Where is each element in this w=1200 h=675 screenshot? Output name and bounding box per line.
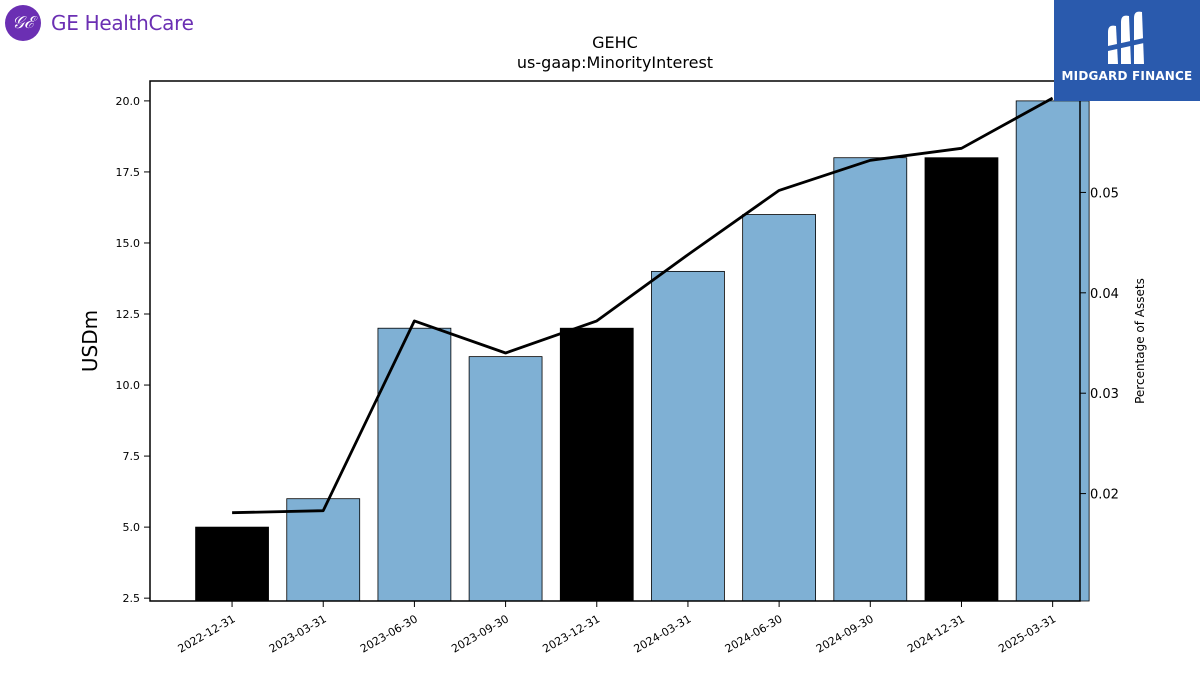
bar-2023-06-30 bbox=[377, 327, 452, 602]
badge-text: MIDGARD FINANCE bbox=[1061, 69, 1193, 83]
bar-2022-12-31 bbox=[195, 526, 269, 602]
midgard-finance-badge: MIDGARD FINANCE bbox=[1054, 0, 1200, 101]
ge-monogram-icon: 𝒢ℰ bbox=[5, 5, 41, 41]
chart-title: GEHC bbox=[592, 33, 638, 52]
bar-2024-06-30 bbox=[742, 214, 816, 602]
company-name: GE HealthCare bbox=[51, 11, 194, 35]
y-axis-label: USDm bbox=[78, 310, 102, 372]
x-tick-label: 2022-12-31 bbox=[176, 612, 238, 655]
x-tick-label: 2023-06-30 bbox=[358, 612, 420, 655]
bar-2023-09-30 bbox=[468, 356, 543, 602]
y-axis: 2.5 5.0 7.5 10.0 12.5 15.0 17.5 20.0 bbox=[116, 95, 150, 605]
y2-axis-label: Percentage of Assets bbox=[1133, 278, 1147, 404]
bar-2023-12-31 bbox=[559, 327, 634, 602]
midgard-mark-icon bbox=[1108, 11, 1144, 65]
bars-layer bbox=[195, 100, 1090, 602]
chart-subtitle: us-gaap:MinorityInterest bbox=[517, 53, 713, 72]
bar-2023-03-31 bbox=[286, 498, 361, 602]
x-tick-label: 2023-09-30 bbox=[449, 612, 511, 655]
percentage-line bbox=[232, 96, 1054, 515]
y-tick-label: 15.0 bbox=[116, 237, 141, 250]
x-tick-label: 2023-12-31 bbox=[540, 612, 602, 655]
y-tick-label: 7.5 bbox=[123, 450, 141, 463]
x-tick-label: 2025-03-31 bbox=[996, 612, 1058, 655]
y-tick-label: 5.0 bbox=[123, 521, 141, 534]
x-tick-label: 2024-09-30 bbox=[814, 612, 876, 655]
company-logo: 𝒢ℰ GE HealthCare bbox=[5, 5, 194, 41]
x-axis: 2022-12-31 2023-03-31 2023-06-30 2023-09-30… bbox=[176, 601, 1058, 656]
x-tick-label: 2024-12-31 bbox=[905, 612, 967, 655]
line-layer bbox=[232, 96, 1054, 515]
y2-tick-label: 0.05 bbox=[1090, 186, 1119, 201]
y-tick-label: 12.5 bbox=[116, 308, 141, 321]
y2-tick-label: 0.03 bbox=[1090, 387, 1119, 402]
bar-2024-12-31 bbox=[924, 157, 999, 602]
y-tick-label: 20.0 bbox=[116, 95, 141, 108]
y2-tick-label: 0.02 bbox=[1090, 488, 1119, 503]
x-tick-label: 2024-06-30 bbox=[723, 612, 785, 655]
y-tick-label: 2.5 bbox=[123, 592, 141, 605]
plot-frame bbox=[149, 80, 1081, 602]
y-tick-label: 17.5 bbox=[116, 166, 141, 179]
y2-tick-label: 0.04 bbox=[1090, 287, 1119, 302]
bar-2024-09-30 bbox=[833, 157, 908, 602]
y-tick-label: 10.0 bbox=[116, 379, 141, 392]
bar-2025-03-31 bbox=[1015, 100, 1090, 602]
x-tick-label: 2023-03-31 bbox=[267, 612, 329, 655]
x-tick-label: 2024-03-31 bbox=[632, 612, 694, 655]
bar-2024-03-31 bbox=[651, 270, 725, 602]
